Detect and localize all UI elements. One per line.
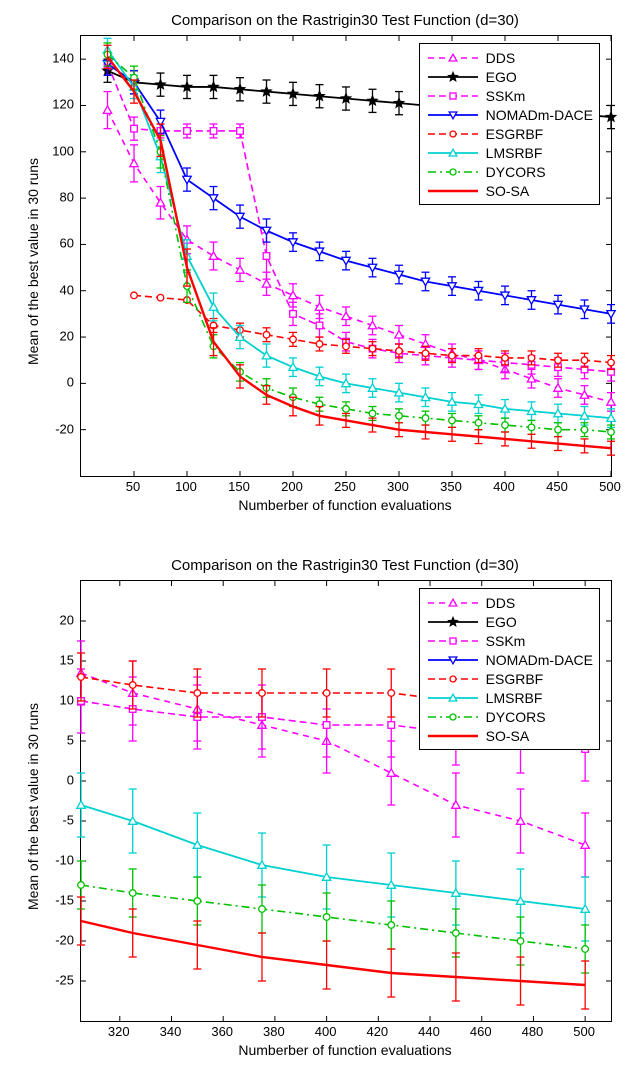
x-tick-label: 300 <box>387 479 409 494</box>
legend-label: SSKm <box>486 88 526 104</box>
legend-label: EGO <box>486 69 517 85</box>
legend-item: EGO <box>426 67 593 86</box>
x-tick-label: 400 <box>315 1024 337 1039</box>
legend-item: DDS <box>426 593 593 612</box>
y-tick-label: 140 <box>44 51 74 66</box>
series-line-dycors <box>81 885 585 949</box>
legend-label: DYCORS <box>486 709 546 725</box>
legend-label: ESGRBF <box>486 671 544 687</box>
x-tick-label: 200 <box>281 479 303 494</box>
x-tick-label: 150 <box>228 479 250 494</box>
legend-item: EGO <box>426 612 593 631</box>
y-tick-label: 10 <box>44 693 74 708</box>
y-tick-label: 0 <box>44 375 74 390</box>
series-line-so-sa <box>81 921 585 985</box>
y-tick-label: 0 <box>44 773 74 788</box>
legend-label: NOMADm-DACE <box>486 107 593 123</box>
legend-label: SO-SA <box>486 728 530 744</box>
y-tick-label: -20 <box>44 421 74 436</box>
x-tick-label: 400 <box>493 479 515 494</box>
x-tick-label: 50 <box>126 479 140 494</box>
legend-label: SSKm <box>486 633 526 649</box>
y-tick-label: -10 <box>44 853 74 868</box>
x-tick-label: 420 <box>366 1024 388 1039</box>
legend-item: ESGRBF <box>426 669 593 688</box>
legend-label: LMSRBF <box>486 690 543 706</box>
legend-item: SSKm <box>426 86 593 105</box>
y-tick-label: 100 <box>44 143 74 158</box>
y-tick-label: 80 <box>44 190 74 205</box>
series-line-lmsrbf <box>81 805 585 909</box>
legend-item: SO-SA <box>426 181 593 200</box>
legend-item: ESGRBF <box>426 124 593 143</box>
x-axis-label: Numberber of function evaluations <box>80 1042 610 1058</box>
legend-item: DYCORS <box>426 707 593 726</box>
legend-label: DDS <box>486 50 516 66</box>
x-tick-label: 480 <box>522 1024 544 1039</box>
legend-label: EGO <box>486 614 517 630</box>
x-tick-label: 440 <box>418 1024 440 1039</box>
x-tick-label: 360 <box>211 1024 233 1039</box>
y-tick-label: 5 <box>44 733 74 748</box>
legend-label: NOMADm-DACE <box>486 652 593 668</box>
y-tick-label: 20 <box>44 329 74 344</box>
legend-item: SO-SA <box>426 726 593 745</box>
legend-item: SSKm <box>426 631 593 650</box>
legend-item: DDS <box>426 48 593 67</box>
x-tick-label: 380 <box>263 1024 285 1039</box>
legend-item: NOMADm-DACE <box>426 650 593 669</box>
y-tick-label: -15 <box>44 893 74 908</box>
y-axis-label: Mean of the best value in 30 runs <box>25 703 41 910</box>
legend: DDS EGO SSKm NOMADm-DACE ESGRBF LMSRBF DYCORS S… <box>419 43 600 205</box>
y-tick-label: -25 <box>44 973 74 988</box>
y-tick-label: -20 <box>44 933 74 948</box>
legend-item: DYCORS <box>426 162 593 181</box>
legend-label: ESGRBF <box>486 126 544 142</box>
x-tick-label: 350 <box>440 479 462 494</box>
chart-title: Comparison on the Rastrigin30 Test Funct… <box>80 557 610 574</box>
x-tick-label: 500 <box>573 1024 595 1039</box>
x-tick-label: 250 <box>334 479 356 494</box>
x-tick-label: 500 <box>599 479 621 494</box>
y-tick-label: 20 <box>44 613 74 628</box>
y-tick-label: -5 <box>44 813 74 828</box>
x-tick-label: 100 <box>175 479 197 494</box>
y-tick-label: 120 <box>44 97 74 112</box>
x-axis-label: Numberber of function evaluations <box>80 497 610 513</box>
y-tick-label: 15 <box>44 653 74 668</box>
x-tick-label: 450 <box>546 479 568 494</box>
legend-label: LMSRBF <box>486 145 543 161</box>
legend-label: DDS <box>486 595 516 611</box>
legend: DDS EGO SSKm NOMADm-DACE ESGRBF LMSRBF DYCORS S… <box>419 588 600 750</box>
figure: Comparison on the Rastrigin30 Test Funct… <box>0 0 640 1080</box>
y-tick-label: 60 <box>44 236 74 251</box>
chart-title: Comparison on the Rastrigin30 Test Funct… <box>80 12 610 29</box>
y-axis-label: Mean of the best value in 30 runs <box>25 158 41 365</box>
x-tick-label: 340 <box>160 1024 182 1039</box>
legend-item: LMSRBF <box>426 688 593 707</box>
x-tick-label: 320 <box>108 1024 130 1039</box>
legend-item: LMSRBF <box>426 143 593 162</box>
legend-label: SO-SA <box>486 183 530 199</box>
legend-label: DYCORS <box>486 164 546 180</box>
x-tick-label: 460 <box>470 1024 492 1039</box>
y-tick-label: 40 <box>44 282 74 297</box>
legend-item: NOMADm-DACE <box>426 105 593 124</box>
